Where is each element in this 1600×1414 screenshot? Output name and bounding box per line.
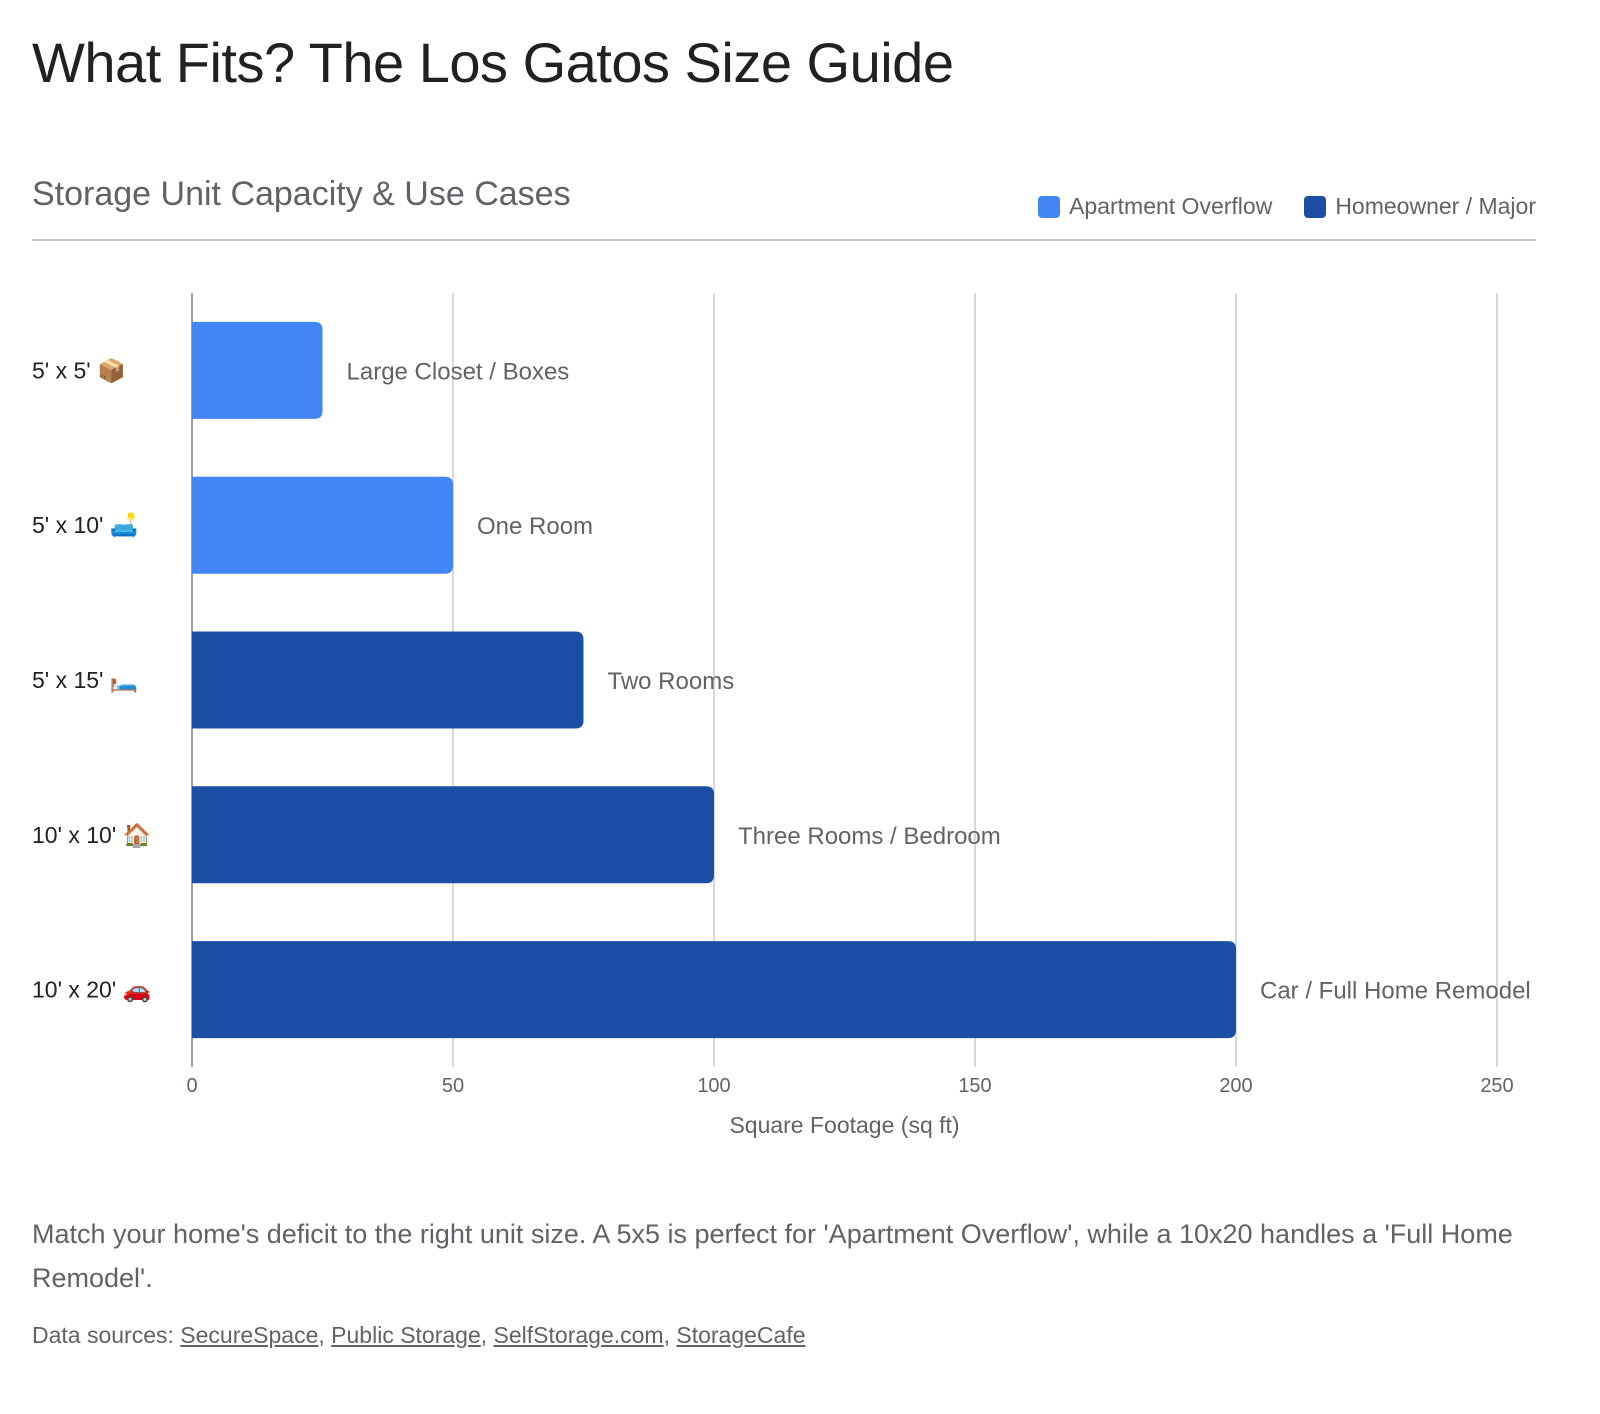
x-tick-label: 0 [186,1075,197,1097]
bar [192,476,453,574]
x-tick-label: 150 [958,1075,991,1097]
legend-label: Homeowner / Major [1335,193,1536,219]
bar-chart: 0 50 100 150 200 250 Square Footage (sq ft) 5' … [32,293,1531,1138]
data-sources: Data sources: SecureSpace, Public Storag… [32,1322,806,1348]
x-tick-label: 200 [1219,1075,1252,1097]
legend-item-homeowner: Homeowner / Major [1304,193,1536,220]
legend-swatch [1304,195,1327,218]
bar [192,786,714,884]
chart-subtitle: Storage Unit Capacity & Use Cases [32,175,571,213]
legend-item-apartment: Apartment Overflow [1038,193,1272,220]
bar-data-label: Three Rooms / Bedroom [738,823,1001,850]
source-link-securespace[interactable]: SecureSpace [180,1322,319,1348]
bar-data-label: Two Rooms [608,668,735,695]
sources-label: Data sources: [32,1322,174,1348]
y-category-label: 5' x 5' 📦 [32,357,126,384]
bar-data-label: One Room [477,513,593,540]
x-tick-label: 100 [697,1075,730,1097]
source-link-public-storage[interactable]: Public Storage [331,1322,481,1348]
y-category-label: 10' x 10' 🏠 [32,822,151,849]
y-category-label: 5' x 10' 🛋️ [32,512,138,539]
legend-label: Apartment Overflow [1069,193,1273,219]
description: Match your home's deficit to the right u… [32,1219,1513,1293]
legend-swatch [1038,195,1061,218]
x-tick-label: 50 [442,1075,464,1097]
divider [32,239,1536,241]
y-category-label: 5' x 15' 🛏️ [32,667,138,694]
x-tick-label: 250 [1480,1075,1513,1097]
page-title: What Fits? The Los Gatos Size Guide [32,31,954,94]
bar-data-label: Car / Full Home Remodel [1260,978,1531,1005]
source-link-selfstorage[interactable]: SelfStorage.com [493,1322,664,1348]
source-link-storagecafe[interactable]: StorageCafe [676,1322,806,1348]
y-category-label: 10' x 20' 🚗 [32,977,151,1004]
bar [192,941,1236,1039]
x-axis-title: Square Footage (sq ft) [729,1112,959,1138]
bar [192,631,584,729]
legend: Apartment Overflow Homeowner / Major [1038,193,1536,220]
bar [192,321,323,419]
bar-data-label: Large Closet / Boxes [347,358,570,385]
